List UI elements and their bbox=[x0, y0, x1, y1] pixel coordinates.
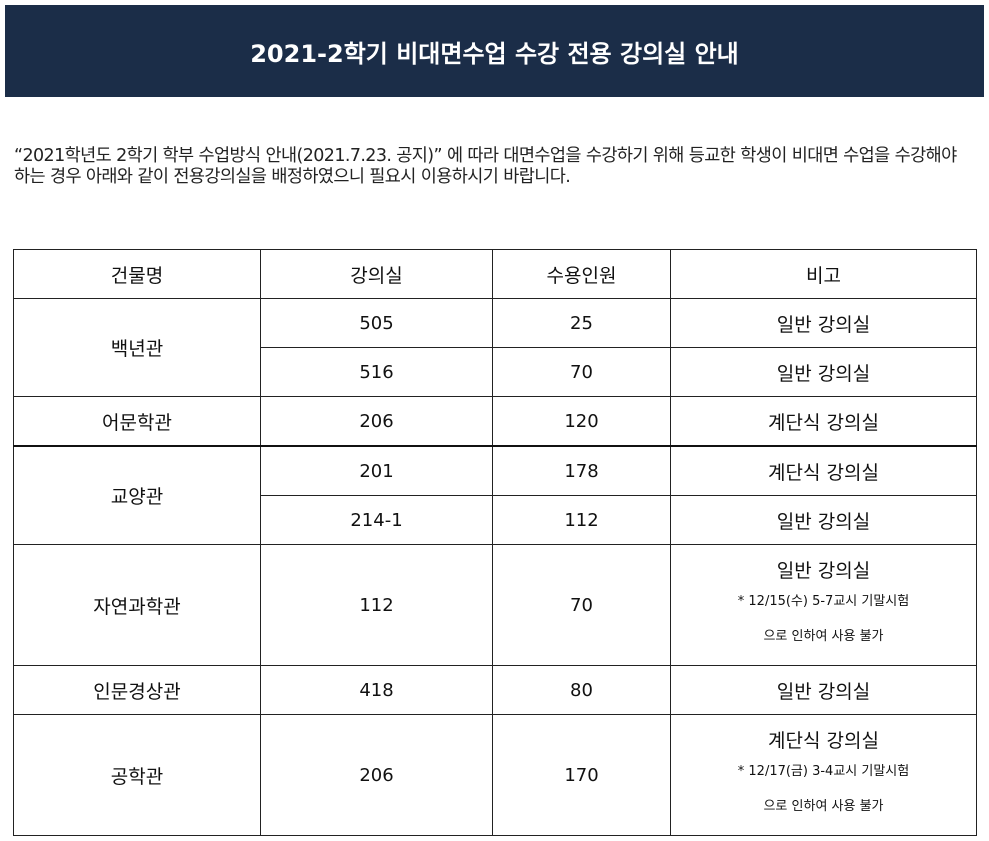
building-cell: 인문경상관 bbox=[13, 665, 261, 715]
capacity-cell: 70 bbox=[492, 544, 671, 666]
building-cell: 자연과학관 bbox=[13, 544, 261, 666]
capacity-cell: 70 bbox=[492, 347, 671, 397]
note-cell: 계단식 강의실 bbox=[670, 445, 977, 496]
intro-paragraph: “2021학년도 2학기 학부 수업방식 안내(2021.7.23. 공지)” … bbox=[14, 146, 957, 187]
header-room: 강의실 bbox=[260, 249, 493, 299]
classroom-table: 건물명 강의실 수용인원 비고 백년관 505 25 일반 강의실 516 70… bbox=[13, 249, 977, 836]
capacity-cell: 80 bbox=[492, 665, 671, 715]
room-cell: 201 bbox=[260, 445, 493, 496]
room-cell: 516 bbox=[260, 347, 493, 397]
capacity-cell: 112 bbox=[492, 495, 671, 545]
table-row: 자연과학관 112 70 일반 강의실 * 12/15(수) 5-7교시 기말시… bbox=[13, 544, 977, 666]
table-row: 교양관 201 178 계단식 강의실 bbox=[13, 445, 977, 545]
note-exam-text: * 12/15(수) 5-7교시 기말시험 bbox=[737, 594, 910, 609]
room-cell: 214-1 bbox=[260, 495, 493, 545]
building-cell: 공학관 bbox=[13, 714, 261, 836]
table-row: 백년관 505 25 일반 강의실 bbox=[13, 298, 977, 397]
capacity-cell: 25 bbox=[492, 298, 671, 348]
note-cell: 일반 강의실 * 12/15(수) 5-7교시 기말시험 으로 인하여 사용 불… bbox=[670, 544, 977, 666]
building-cell: 어문학관 bbox=[13, 396, 261, 447]
table-row: 214-1 112 일반 강의실 bbox=[14, 495, 977, 545]
table-row: 어문학관 206 120 계단식 강의실 bbox=[13, 396, 977, 447]
room-cell: 206 bbox=[260, 396, 493, 447]
page-title: 2021-2학기 비대면수업 수강 전용 강의실 안내 bbox=[250, 39, 739, 68]
capacity-cell: 170 bbox=[492, 714, 671, 836]
note-cell: 일반 강의실 bbox=[670, 665, 977, 715]
note-cell: 계단식 강의실 * 12/17(금) 3-4교시 기말시험 으로 인하여 사용 … bbox=[670, 714, 977, 836]
title-banner: 2021-2학기 비대면수업 수강 전용 강의실 안내 bbox=[5, 5, 984, 97]
header-building: 건물명 bbox=[13, 249, 261, 299]
capacity-cell: 178 bbox=[492, 445, 671, 496]
table-row: 516 70 일반 강의실 bbox=[14, 347, 977, 397]
capacity-cell: 120 bbox=[492, 396, 671, 447]
room-cell: 505 bbox=[260, 298, 493, 348]
table-row: 인문경상관 418 80 일반 강의실 bbox=[13, 665, 977, 715]
note-cell: 계단식 강의실 bbox=[670, 396, 977, 447]
building-cell: 교양관 bbox=[13, 445, 261, 545]
room-cell: 206 bbox=[260, 714, 493, 836]
room-cell: 418 bbox=[260, 665, 493, 715]
header-note: 비고 bbox=[670, 249, 977, 299]
note-main-text: 계단식 강의실 bbox=[768, 730, 879, 752]
note-cell: 일반 강의실 bbox=[670, 495, 977, 545]
note-unavailable-text: 으로 인하여 사용 불가 bbox=[763, 799, 884, 814]
table-row: 공학관 206 170 계단식 강의실 * 12/17(금) 3-4교시 기말시… bbox=[13, 714, 977, 836]
room-cell: 112 bbox=[260, 544, 493, 666]
header-capacity: 수용인원 bbox=[492, 249, 671, 299]
note-unavailable-text: 으로 인하여 사용 불가 bbox=[763, 629, 884, 644]
building-cell: 백년관 bbox=[13, 298, 261, 397]
note-cell: 일반 강의실 bbox=[670, 298, 977, 348]
note-cell: 일반 강의실 bbox=[670, 347, 977, 397]
table-header-row: 건물명 강의실 수용인원 비고 bbox=[13, 249, 977, 299]
note-exam-text: * 12/17(금) 3-4교시 기말시험 bbox=[737, 764, 910, 779]
note-main-text: 일반 강의실 bbox=[776, 560, 871, 582]
